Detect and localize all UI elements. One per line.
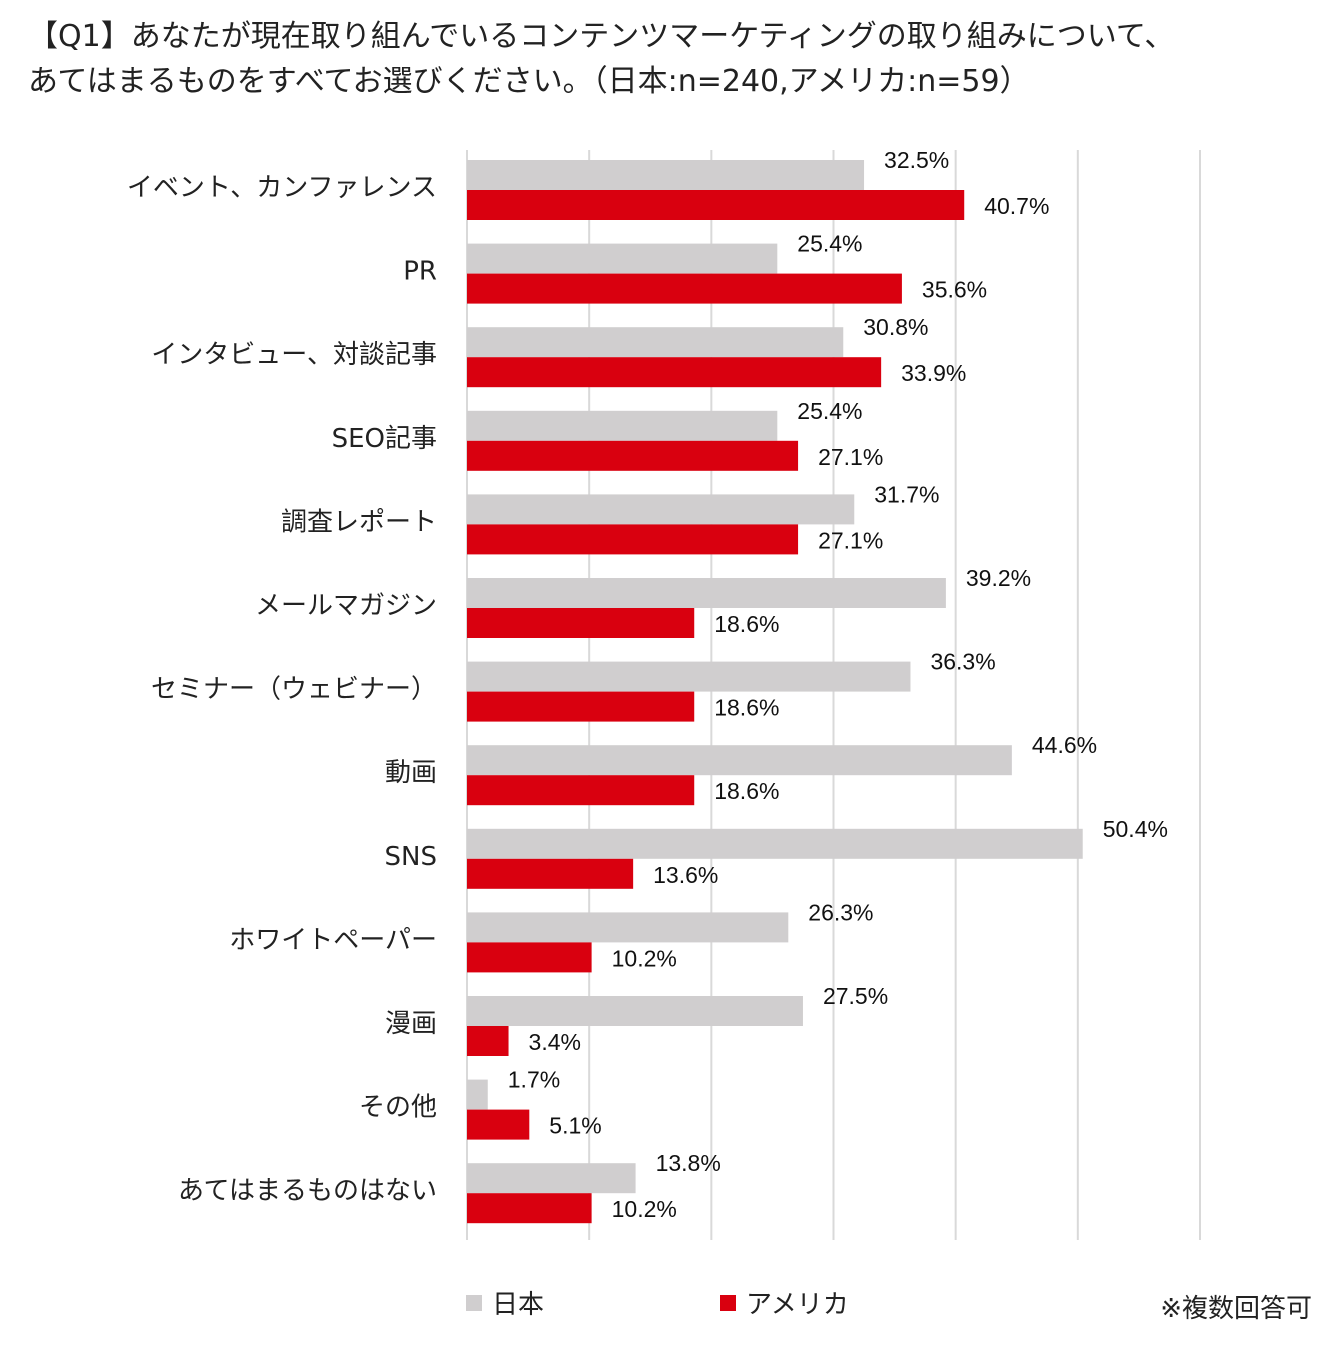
- legend-label-usa: アメリカ: [746, 1290, 849, 1320]
- bar-usa: [467, 1026, 509, 1056]
- data-label-usa: 3.4%: [529, 1029, 581, 1055]
- data-label-usa: 40.7%: [984, 193, 1049, 219]
- bar-usa: [467, 357, 882, 388]
- category-label: 動画: [385, 758, 437, 788]
- data-label-usa: 18.6%: [714, 611, 779, 637]
- legend-swatch-japan: [466, 1294, 482, 1311]
- data-label-japan: 1.7%: [508, 1067, 560, 1093]
- category-label: SEO記事: [332, 424, 437, 454]
- bar-usa: [467, 691, 695, 722]
- data-label-japan: 36.3%: [930, 649, 995, 675]
- legend-label-japan: 日本: [492, 1290, 545, 1320]
- bar-usa: [467, 190, 965, 220]
- data-label-japan: 50.4%: [1103, 816, 1168, 842]
- data-label-usa: 33.9%: [901, 360, 966, 386]
- data-label-japan: 44.6%: [1032, 732, 1097, 758]
- title-line-2: あてはまるものをすべてお選びください。（日本:n=240,アメリカ:n=59）: [28, 64, 1030, 99]
- bar-usa: [467, 775, 695, 806]
- data-label-usa: 13.6%: [653, 862, 718, 888]
- bar-japan: [467, 160, 865, 190]
- data-label-usa: 10.2%: [612, 1196, 677, 1222]
- data-label-usa: 18.6%: [714, 695, 779, 721]
- data-label-usa: 27.1%: [818, 527, 883, 553]
- data-label-japan: 27.5%: [823, 983, 888, 1009]
- data-label-japan: 25.4%: [797, 231, 862, 257]
- bar-usa: [467, 1193, 592, 1224]
- bar-japan: [467, 828, 1083, 859]
- bar-usa: [467, 942, 592, 973]
- bar-japan: [467, 494, 855, 525]
- data-label-japan: 13.8%: [656, 1150, 721, 1176]
- category-label: その他: [359, 1093, 437, 1123]
- bar-usa: [467, 440, 799, 471]
- bar-japan: [467, 327, 844, 358]
- bar-japan: [467, 1163, 636, 1194]
- bar-japan: [467, 243, 778, 274]
- bar-japan: [467, 912, 789, 943]
- data-label-usa: 18.6%: [714, 778, 779, 804]
- bar-japan: [467, 1079, 488, 1110]
- bar-japan: [467, 410, 778, 441]
- title-line-1: 【Q1】あなたが現在取り組んでいるコンテンツマーケティングの取り組みについて、: [28, 19, 1175, 54]
- legend-item-usa: アメリカ: [720, 1284, 849, 1321]
- chart-title: 【Q1】あなたが現在取り組んでいるコンテンツマーケティングの取り組みについて、 …: [28, 14, 1318, 104]
- bar-usa: [467, 273, 902, 304]
- category-label: ホワイトペーパー: [229, 925, 437, 955]
- category-label: メールマガジン: [255, 591, 437, 621]
- category-label: SNS: [385, 842, 437, 872]
- bar-usa: [467, 524, 799, 555]
- bar-japan: [467, 578, 946, 608]
- data-label-usa: 5.1%: [549, 1113, 601, 1139]
- data-label-usa: 35.6%: [922, 277, 987, 303]
- data-label-usa: 27.1%: [818, 444, 883, 470]
- data-label-japan: 32.5%: [884, 147, 949, 173]
- footnote: ※複数回答可: [1160, 1294, 1312, 1324]
- category-label: 調査レポート: [281, 507, 437, 537]
- bar-japan: [467, 661, 911, 692]
- legend-swatch-usa: [720, 1294, 736, 1311]
- data-label-japan: 31.7%: [874, 481, 939, 507]
- bar-japan: [467, 745, 1012, 776]
- data-label-japan: 25.4%: [797, 398, 862, 424]
- data-label-japan: 30.8%: [863, 314, 928, 340]
- category-label: あてはまるものはない: [178, 1176, 437, 1206]
- data-label-japan: 39.2%: [966, 565, 1031, 591]
- bar-usa: [467, 1109, 530, 1140]
- category-label: イベント、カンファレンス: [127, 173, 437, 203]
- data-label-usa: 10.2%: [612, 945, 677, 971]
- bar-japan: [467, 996, 803, 1026]
- category-label: 漫画: [385, 1009, 437, 1039]
- category-label: インタビュー、対談記事: [151, 340, 437, 370]
- category-label: PR: [403, 257, 437, 287]
- bar-usa: [467, 858, 634, 889]
- legend-item-japan: 日本: [466, 1284, 544, 1321]
- data-label-japan: 26.3%: [808, 899, 873, 925]
- category-label: セミナー（ウェビナー）: [151, 675, 437, 705]
- bar-usa: [467, 608, 695, 638]
